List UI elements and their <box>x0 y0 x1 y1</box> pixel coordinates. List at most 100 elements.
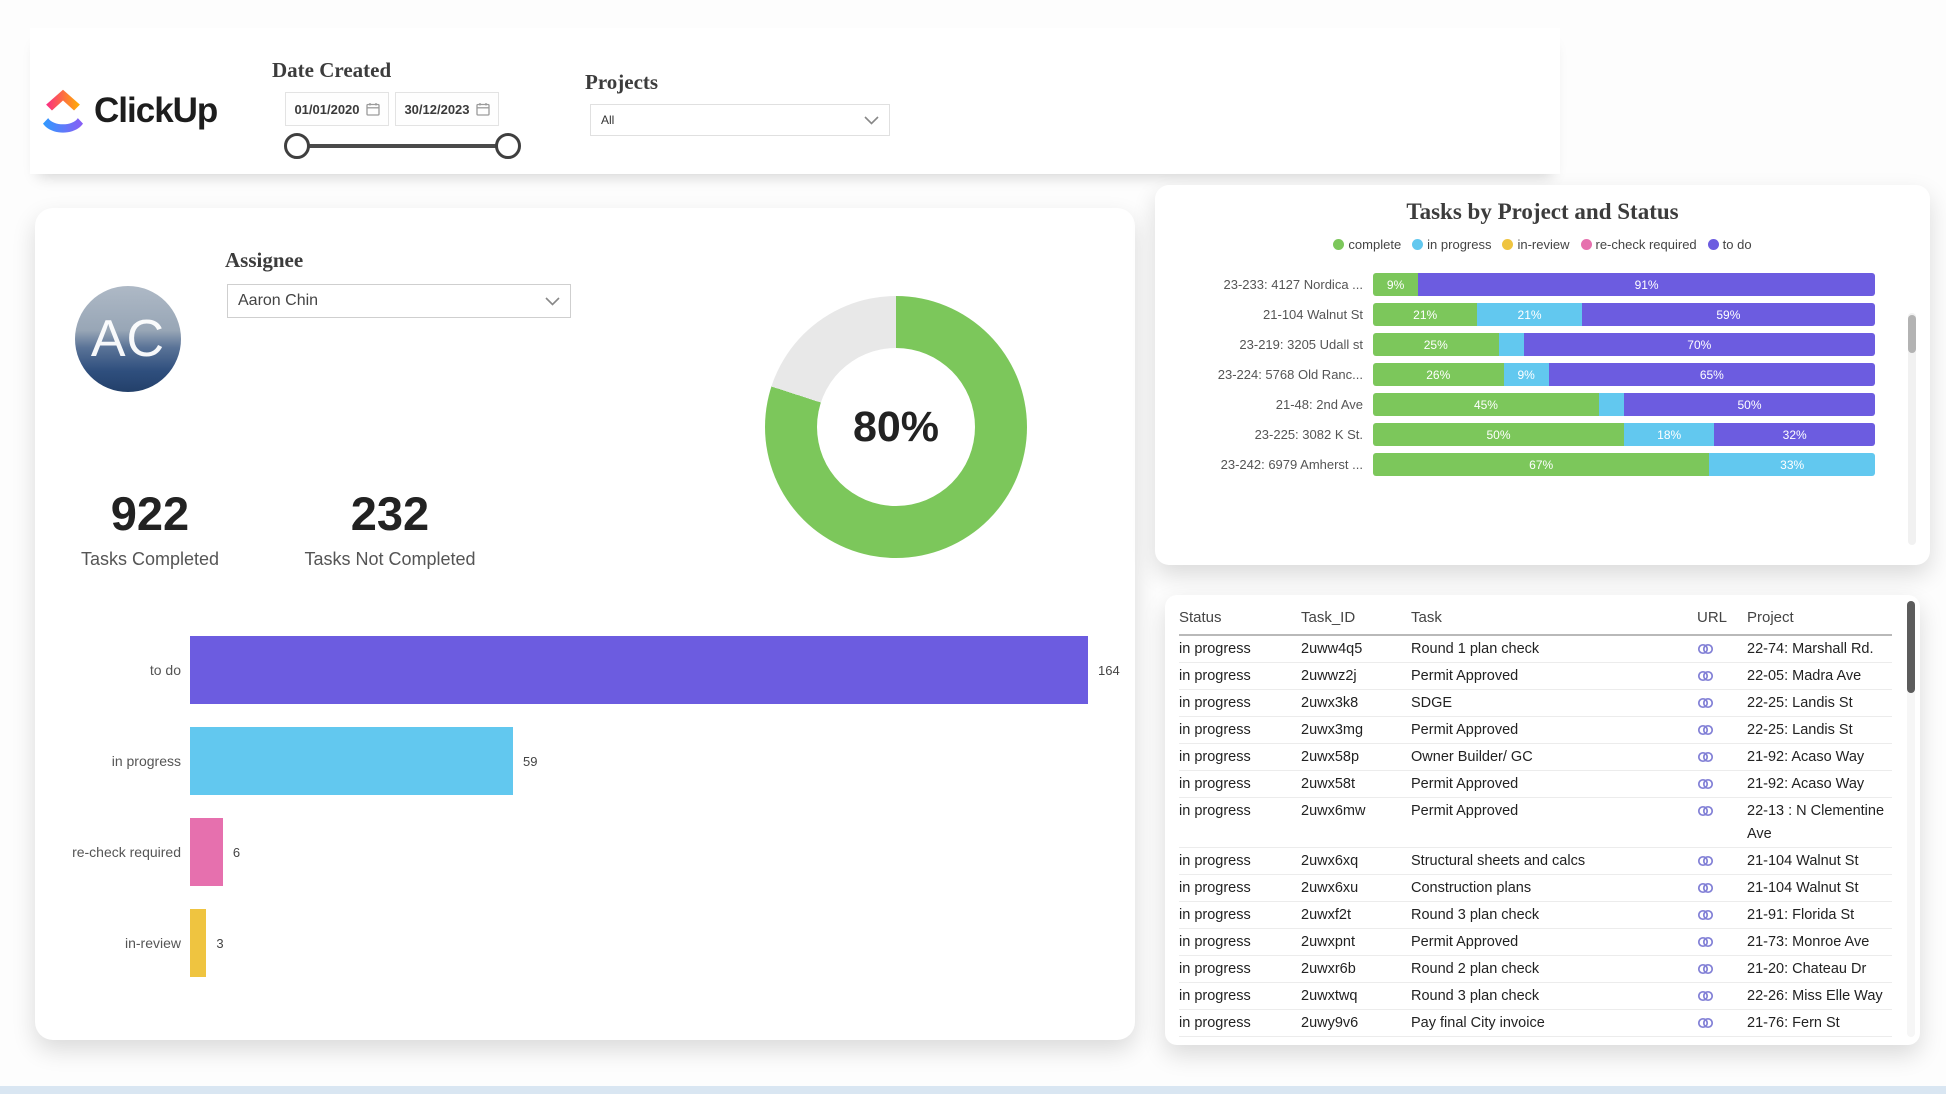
stacked-segment-in-progress[interactable] <box>1598 393 1624 416</box>
task-cell: Permit Approved <box>1411 776 1519 792</box>
status-cell: in progress <box>1179 641 1251 657</box>
task-id-cell: 2uwx6xq <box>1301 853 1359 869</box>
table-row[interactable]: in progress 2uwxf2t Round 3 plan check 21-… <box>1179 902 1892 929</box>
url-cell[interactable] <box>1697 773 1743 796</box>
scrollbar-thumb[interactable] <box>1908 315 1916 353</box>
bar-category-label: to do <box>149 662 181 678</box>
scrollbar-thumb[interactable] <box>1907 601 1915 693</box>
projects-selected-value: All <box>601 113 615 127</box>
stacked-segment-to-do[interactable]: 70% <box>1523 333 1875 356</box>
legend-item[interactable]: complete <box>1333 237 1401 252</box>
status-cell: in progress <box>1179 668 1251 684</box>
chain-link-icon <box>1697 963 1714 975</box>
table-row[interactable]: in progress 2uwx58p Owner Builder/ GC 21-9… <box>1179 744 1892 771</box>
stacked-segment-to-do[interactable]: 91% <box>1418 273 1875 296</box>
table-scrollbar[interactable] <box>1907 601 1915 1037</box>
bar-row: in-review 3 <box>60 909 1120 977</box>
date-range-slider-handle-end[interactable] <box>495 133 521 159</box>
url-cell[interactable] <box>1697 904 1743 927</box>
stacked-segment-in-progress[interactable]: 21% <box>1477 303 1582 326</box>
column-header-status[interactable]: Status <box>1179 609 1222 626</box>
legend-dot <box>1333 239 1345 250</box>
stacked-segment-in-progress[interactable]: 18% <box>1624 423 1715 446</box>
stacked-segment-complete[interactable]: 45% <box>1373 393 1599 416</box>
stacked-segment-complete[interactable]: 50% <box>1373 423 1624 446</box>
stacked-segment-to-do[interactable]: 50% <box>1624 393 1875 416</box>
stacked-segment-complete[interactable]: 26% <box>1373 363 1504 386</box>
status-cell: in progress <box>1179 934 1251 950</box>
bar-value-label: 164 <box>1098 662 1120 678</box>
stacked-segment-complete[interactable]: 21% <box>1373 303 1478 326</box>
table-row[interactable]: in progress 2uwwz2j Permit Approved 22-05:… <box>1179 663 1892 690</box>
table-row[interactable]: in progress 2uwx6xu Construction plans 21-… <box>1179 875 1892 902</box>
stacked-segment-to-do[interactable]: 65% <box>1548 363 1875 386</box>
url-cell[interactable] <box>1697 692 1743 715</box>
legend-item[interactable]: to do <box>1707 237 1752 252</box>
status-bar-re-check-required[interactable] <box>190 818 223 886</box>
date-range-slider-track[interactable] <box>297 144 508 148</box>
column-header-project[interactable]: Project <box>1747 609 1794 626</box>
bottom-strip <box>0 1086 1946 1094</box>
table-row[interactable]: in progress 2uwx6xq Structural sheets and … <box>1179 848 1892 875</box>
status-bar-in-progress[interactable] <box>190 727 514 795</box>
table-row[interactable]: in progress 2uwx58t Permit Approved 21-92:… <box>1179 771 1892 798</box>
clickup-logo: ClickUp <box>42 86 218 136</box>
stacked-segment-complete[interactable]: 25% <box>1373 333 1499 356</box>
status-bar-in-review[interactable] <box>190 909 207 977</box>
legend-item[interactable]: in progress <box>1412 237 1491 252</box>
percent-complete-donut[interactable] <box>765 296 1027 558</box>
task-id-cell: 2uwx3k8 <box>1301 695 1359 711</box>
stacked-bar-row: 21-104 Walnut St 21% 21% 59% <box>1173 303 1875 326</box>
url-cell[interactable] <box>1697 958 1743 981</box>
table-row[interactable]: in progress 2uwy9v6 Pay final City invoice… <box>1179 1010 1892 1037</box>
stacked-segment-to-do[interactable]: 59% <box>1581 303 1875 326</box>
bar-row: in progress 59 <box>60 727 1120 795</box>
url-cell[interactable] <box>1697 1012 1743 1035</box>
chain-link-icon <box>1697 805 1714 817</box>
url-cell[interactable] <box>1697 719 1743 742</box>
table-row[interactable]: in progress 2uwx6mw Permit Approved 22-13 … <box>1179 798 1892 848</box>
calendar-icon[interactable] <box>365 102 380 116</box>
stacked-chart-scrollbar[interactable] <box>1908 313 1916 545</box>
status-bar-to-do[interactable] <box>190 636 1088 704</box>
bar-row: re-check required 6 <box>60 818 1120 886</box>
projects-dropdown[interactable]: All <box>590 104 890 136</box>
task-id-cell: 2uwx6mw <box>1301 803 1366 819</box>
table-row[interactable]: in progress 2uwxpnt Permit Approved 21-73:… <box>1179 929 1892 956</box>
legend-item[interactable]: re-check required <box>1580 237 1697 252</box>
column-header-url[interactable]: URL <box>1697 609 1728 626</box>
stacked-segment-complete[interactable]: 67% <box>1373 453 1710 476</box>
stacked-segment-in-progress[interactable] <box>1498 333 1524 356</box>
table-row[interactable]: in progress 2uwx3mg Permit Approved 22-25:… <box>1179 717 1892 744</box>
url-cell[interactable] <box>1697 638 1743 661</box>
table-row[interactable]: in progress 2uww4q5 Round 1 plan check 22-… <box>1179 636 1892 663</box>
url-cell[interactable] <box>1697 850 1743 873</box>
table-row[interactable]: in progress 2uwx3k8 SDGE 22-25: Landis St <box>1179 690 1892 717</box>
url-cell[interactable] <box>1697 877 1743 900</box>
stacked-segment-to-do[interactable]: 32% <box>1714 423 1875 446</box>
donut-center-label: 80% <box>852 402 940 451</box>
column-header-task[interactable]: Task <box>1411 609 1442 626</box>
url-cell[interactable] <box>1697 985 1743 1008</box>
stacked-bar: 25% 70% <box>1373 333 1875 356</box>
date-range-slider-handle-start[interactable] <box>284 133 310 159</box>
stacked-segment-complete[interactable]: 9% <box>1373 273 1419 296</box>
table-row[interactable]: in progress 2uwxtwq Round 3 plan check 22-… <box>1179 983 1892 1010</box>
column-header-task_id[interactable]: Task_ID <box>1301 609 1356 626</box>
url-cell[interactable] <box>1697 800 1743 846</box>
stacked-segment-in-progress[interactable]: 9% <box>1503 363 1549 386</box>
assignee-dropdown[interactable]: Aaron Chin <box>227 284 571 318</box>
task-cell: Permit Approved <box>1411 803 1519 819</box>
tasks-completed-label: Tasks Completed <box>80 549 220 569</box>
date-start-input[interactable]: 01/01/2020 <box>285 92 389 126</box>
url-cell[interactable] <box>1697 665 1743 688</box>
bar-value-label: 6 <box>232 844 241 860</box>
task-id-cell: 2uwxr6b <box>1301 961 1356 977</box>
url-cell[interactable] <box>1697 931 1743 954</box>
calendar-icon[interactable] <box>475 102 490 116</box>
legend-item[interactable]: in-review <box>1502 237 1570 252</box>
date-end-input[interactable]: 30/12/2023 <box>395 92 499 126</box>
stacked-segment-in-progress[interactable]: 33% <box>1709 453 1875 476</box>
url-cell[interactable] <box>1697 746 1743 769</box>
table-row[interactable]: in progress 2uwxr6b Round 2 plan check 21-… <box>1179 956 1892 983</box>
